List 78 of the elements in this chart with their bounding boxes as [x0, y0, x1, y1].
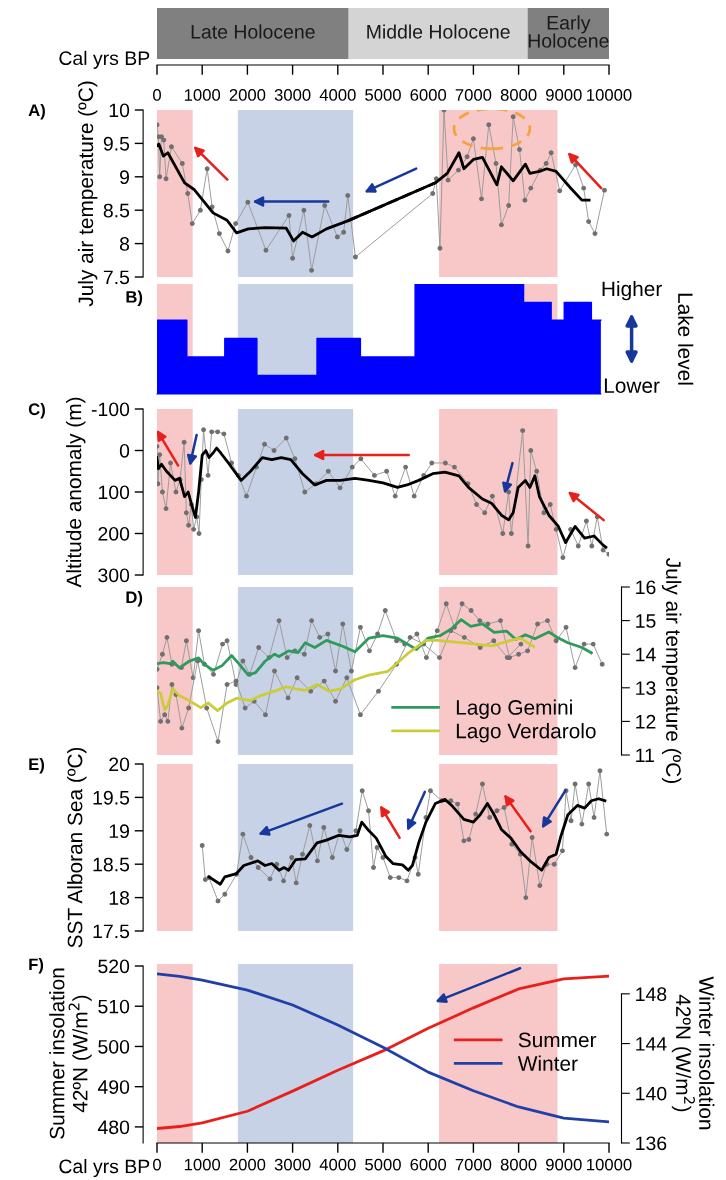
x-axis-title: Cal yrs BP	[59, 50, 150, 69]
y-tick-label: 9.5	[103, 136, 130, 151]
y2-tick-label: 144	[636, 1037, 667, 1051]
y-tick-label: 8	[119, 237, 130, 251]
y-tick-label: 300	[98, 568, 130, 583]
y-tick-label: 0	[119, 443, 130, 458]
x-tick-label: 7000	[455, 1158, 492, 1171]
y2-axis-title: July air temperature (ºC)	[661, 558, 682, 783]
x-tick-label: 5000	[365, 89, 401, 101]
y-tick-label: 200	[98, 526, 130, 541]
y2-tick-label: 140	[636, 1086, 667, 1101]
y2-tick-label: 15	[636, 614, 656, 628]
x-tick-label: 8000	[500, 89, 537, 101]
chart-title: B)	[126, 290, 143, 307]
y-axis-title: Lake level	[677, 293, 694, 385]
chart-title: D)	[126, 590, 143, 607]
x-tick-label: 5000	[365, 1158, 401, 1171]
x-tick-label: 8000	[500, 1158, 537, 1171]
x-tick-label: 9000	[546, 89, 582, 101]
legend-label: Lago Verdarolo	[456, 723, 596, 743]
y-tick-label: 480	[97, 1120, 130, 1135]
y-tick-label: 8.5	[103, 203, 130, 218]
x-axis-title: Cal yrs BP	[59, 1159, 150, 1178]
y-tick-label: 500	[98, 1039, 130, 1054]
y-tick-label: 510	[98, 999, 130, 1014]
annotation: Lower	[604, 378, 660, 393]
chart-title: C)	[28, 402, 45, 419]
x-tick-label: 6000	[410, 1158, 447, 1171]
legend-label: Lago Gemini	[456, 699, 572, 719]
y-tick-label: 7.5	[103, 270, 130, 285]
legend-label: Winter	[517, 1055, 578, 1071]
x-tick-label: 6000	[410, 89, 447, 101]
y-tick-label: 10	[109, 103, 130, 118]
y2-tick-label: 16	[636, 580, 656, 595]
chart-title: F)	[29, 958, 44, 974]
y-tick-label: -100	[91, 402, 130, 417]
annotation: Higher	[602, 280, 662, 301]
x-tick-label: 3000	[274, 1158, 311, 1171]
x-tick-label: 4000	[319, 89, 356, 101]
y-tick-label: 20	[109, 757, 130, 772]
series-label: Late Holocene	[191, 24, 315, 39]
y2-tick-label: 136	[636, 1136, 667, 1151]
x-tick-label: 3000	[274, 89, 311, 101]
x-tick-label: 0	[153, 1158, 161, 1171]
chart-title: E)	[29, 757, 45, 774]
x-tick-label: 7000	[455, 89, 492, 101]
series-label: Early Holocene	[528, 15, 609, 48]
y-axis-title: Summer insolation 42ºN (W/m$^{2}$)	[49, 968, 92, 1139]
y-tick-label: 18	[109, 891, 130, 905]
x-tick-label: 1000	[184, 89, 221, 101]
x-tick-label: 2000	[229, 1158, 266, 1171]
y-tick-label: 520	[98, 959, 130, 974]
series-label: Middle Holocene	[367, 24, 510, 39]
x-tick-label: 10000	[587, 1158, 632, 1171]
x-tick-label: 4000	[319, 1158, 356, 1171]
x-tick-label: 1000	[184, 1158, 221, 1171]
x-tick-label: 9000	[546, 1158, 582, 1171]
y-tick-label: 19.5	[93, 790, 130, 805]
x-tick-label: 0	[153, 89, 161, 101]
y-axis-title: Altitude anomaly (m)	[66, 397, 86, 588]
y2-tick-label: 13	[636, 681, 656, 696]
x-tick-label: 2000	[229, 89, 266, 101]
chart-title: A)	[28, 103, 45, 120]
legend-label: Summer	[518, 1032, 597, 1048]
y-tick-label: 19	[109, 824, 129, 839]
x-tick-label: 10000	[587, 89, 632, 101]
y-axis-title: July air temperature (ºC)	[77, 81, 98, 307]
y-tick-label: 9	[120, 170, 129, 185]
y-tick-label: 100	[98, 485, 130, 500]
y2-tick-label: 11	[636, 748, 654, 763]
y-axis-title: SST Alboran Sea (ºC)	[67, 747, 87, 948]
y2-tick-label: 148	[636, 987, 667, 1002]
y-tick-label: 490	[97, 1080, 130, 1094]
y2-tick-label: 12	[636, 714, 656, 729]
y-tick-label: 18.5	[93, 857, 130, 872]
y-tick-label: 17.5	[93, 924, 130, 939]
y2-tick-label: 14	[636, 647, 656, 662]
y2-axis-title: Winter insolation 42ºN (W/m$^{2}$)	[671, 976, 715, 1130]
